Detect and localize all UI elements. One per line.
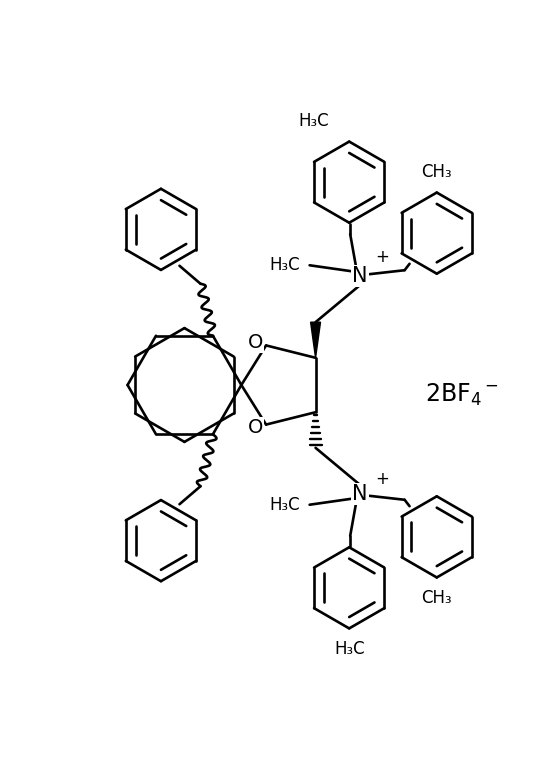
Text: N: N	[352, 266, 368, 286]
Text: 2BF$_4$$^-$: 2BF$_4$$^-$	[424, 382, 498, 408]
Text: CH₃: CH₃	[421, 589, 452, 608]
Text: N: N	[352, 484, 368, 504]
Polygon shape	[311, 322, 321, 358]
Text: O: O	[247, 333, 263, 352]
Text: H₃C: H₃C	[334, 640, 364, 658]
Text: O: O	[247, 418, 263, 437]
Text: H₃C: H₃C	[269, 496, 300, 514]
Text: H₃C: H₃C	[269, 256, 300, 274]
Text: +: +	[375, 470, 389, 488]
Text: +: +	[375, 249, 389, 266]
Text: H₃C: H₃C	[299, 112, 329, 130]
Text: CH₃: CH₃	[421, 162, 452, 181]
